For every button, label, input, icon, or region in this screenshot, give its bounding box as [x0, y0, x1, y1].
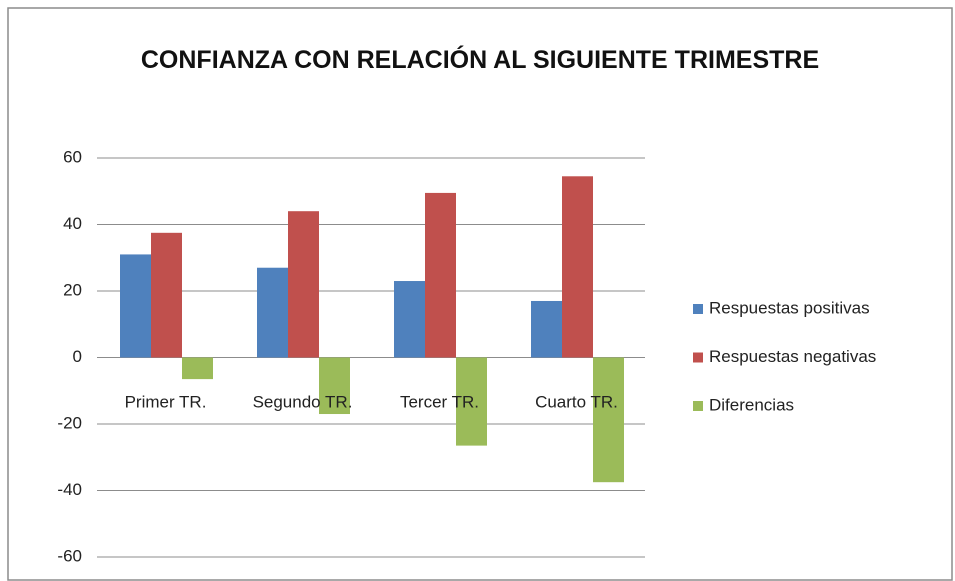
- x-tick-label: Primer TR.: [125, 392, 207, 411]
- bar: [288, 211, 319, 358]
- legend-swatch: [693, 304, 703, 314]
- y-tick-label: 40: [63, 214, 82, 233]
- x-tick-label: Cuarto TR.: [535, 392, 618, 411]
- y-tick-label: -20: [57, 413, 82, 432]
- legend-swatch: [693, 401, 703, 411]
- bar: [182, 357, 213, 380]
- bar: [319, 357, 350, 415]
- legend-label: Respuestas negativas: [709, 347, 876, 366]
- bar: [120, 254, 151, 358]
- y-tick-label: 20: [63, 280, 82, 299]
- bar: [257, 267, 288, 358]
- bar: [531, 300, 562, 358]
- y-tick-label: -60: [57, 546, 82, 565]
- y-tick-label: 60: [63, 147, 82, 166]
- legend-swatch: [693, 352, 703, 363]
- bar: [456, 357, 487, 446]
- bar: [394, 281, 425, 358]
- x-tick-label: Segundo TR.: [253, 392, 353, 411]
- chart-title: CONFIANZA CON RELACIÓN AL SIGUIENTE TRIM…: [140, 46, 820, 74]
- y-tick-label: 0: [73, 347, 82, 366]
- bar: [593, 357, 624, 483]
- x-tick-label: Tercer TR.: [400, 392, 479, 411]
- y-tick-label: -40: [57, 480, 82, 499]
- bar: [151, 232, 182, 358]
- legend-label: Respuestas positivas: [709, 298, 870, 317]
- legend-label: Diferencias: [709, 395, 794, 414]
- bar: [425, 192, 456, 358]
- bar: [562, 176, 593, 358]
